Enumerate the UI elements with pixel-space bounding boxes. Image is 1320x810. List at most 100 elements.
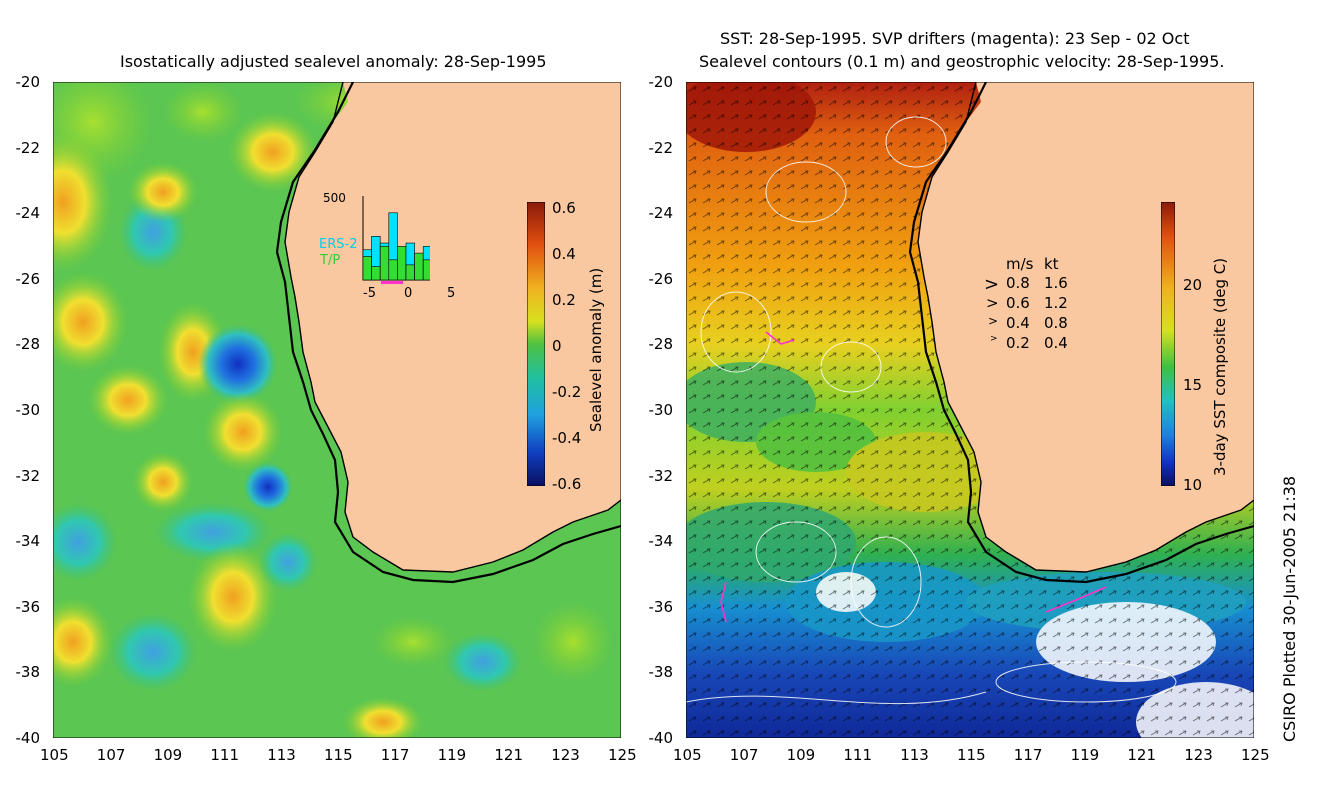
y-tick-minus20: -20 <box>648 73 674 91</box>
velocity-legend-arrow-icon: > <box>984 274 1000 295</box>
colorbar-tick-15: 15 <box>1183 376 1203 394</box>
y-tick-minus20: -20 <box>15 73 41 91</box>
y-tick-minus40: -40 <box>15 729 41 747</box>
sst-colorbar <box>1161 202 1175 486</box>
inset-legend-tp: T/P <box>320 253 341 268</box>
x-tick-113: 113 <box>900 746 929 764</box>
y-tick-minus26: -26 <box>15 269 41 288</box>
x-tick-123: 123 <box>1184 746 1213 764</box>
velocity-legend-arrow-icon: > <box>986 294 999 312</box>
colorbar-tick-0p6: 0.6 <box>552 199 576 217</box>
inset-xtick-5: 5 <box>447 286 456 301</box>
y-tick-minus40: -40 <box>648 729 674 747</box>
velocity-legend-kt-value: 0.8 <box>1044 314 1068 332</box>
y-tick-minus28: -28 <box>15 335 41 354</box>
velocity-legend-header-ms: m/s <box>1006 255 1034 273</box>
colorbar-tick-0p4: 0.4 <box>552 245 576 263</box>
x-tick-119: 119 <box>1070 746 1100 764</box>
inset-bar-tp <box>388 259 398 281</box>
x-tick-105: 105 <box>40 746 69 764</box>
colorbar-tick-20: 20 <box>1183 276 1203 294</box>
inset-legend-ers2: ERS-2 <box>319 237 358 252</box>
x-tick-115: 115 <box>324 746 353 764</box>
y-tick-minus38: -38 <box>15 663 41 682</box>
inset-xtick-minus5: -5 <box>363 286 376 301</box>
coastline <box>284 82 621 573</box>
y-tick-minus28: -28 <box>648 335 674 354</box>
y-tick-minus26: -26 <box>648 269 674 288</box>
y-tick-minus34: -34 <box>15 532 41 551</box>
inset-bar-tp <box>379 246 390 281</box>
velocity-legend-header-kt: kt <box>1044 255 1059 273</box>
x-tick-125: 125 <box>1241 746 1270 764</box>
velocity-legend-ms-value: 0.6 <box>1006 294 1030 312</box>
right-panel-title-line2: Sealevel contours (0.1 m) and geostrophi… <box>699 52 1225 71</box>
x-tick-119: 119 <box>437 746 467 764</box>
y-tick-minus32: -32 <box>15 466 41 485</box>
inset-date-marker <box>381 281 403 284</box>
left-panel-title: Isostatically adjusted sealevel anomaly:… <box>120 52 547 71</box>
sst-colorbar-label: 3-day SST composite (deg C) <box>1211 257 1229 476</box>
sst-map <box>686 82 1254 738</box>
x-tick-111: 111 <box>843 746 873 764</box>
inset-xtick-0: 0 <box>404 286 413 301</box>
velocity-legend-arrow-icon: > <box>988 314 999 328</box>
inset-bar-tp <box>414 252 424 281</box>
colorbar-tick-minus0p2: -0.2 <box>552 383 582 401</box>
velocity-legend-ms-value: 0.4 <box>1006 314 1030 332</box>
x-tick-107: 107 <box>729 746 759 764</box>
y-tick-minus22: -22 <box>15 138 41 157</box>
x-tick-121: 121 <box>494 746 524 764</box>
shelf-contour <box>275 82 621 584</box>
inset-bar-tp <box>405 264 415 281</box>
y-tick-minus30: -30 <box>15 401 41 419</box>
y-tick-minus22: -22 <box>648 138 674 157</box>
x-tick-105: 105 <box>673 746 702 764</box>
colorbar-tick-10: 10 <box>1183 476 1203 494</box>
sealevel-colorbar-label: Sealevel anomaly (m) <box>587 267 605 432</box>
y-tick-minus36: -36 <box>15 597 41 616</box>
y-tick-minus38: -38 <box>648 663 674 682</box>
x-tick-117: 117 <box>380 746 410 764</box>
velocity-legend-kt-value: 0.4 <box>1044 334 1068 352</box>
velocity-legend-kt-value: 1.2 <box>1044 294 1068 312</box>
colorbar-tick-minus0p4: -0.4 <box>552 429 582 447</box>
inset-bar-tp <box>422 259 430 281</box>
x-tick-125: 125 <box>608 746 637 764</box>
y-tick-minus24: -24 <box>648 204 674 223</box>
altimeter-histogram-inset <box>362 196 430 284</box>
colorbar-tick-0: 0 <box>552 337 562 355</box>
colorbar-tick-0p2: 0.2 <box>552 291 576 309</box>
inset-bar-tp <box>371 266 381 281</box>
x-tick-117: 117 <box>1013 746 1043 764</box>
velocity-legend-ms-value: 0.2 <box>1006 334 1030 352</box>
y-tick-minus24: -24 <box>15 204 41 223</box>
x-tick-113: 113 <box>267 746 296 764</box>
x-tick-109: 109 <box>153 746 183 764</box>
x-tick-115: 115 <box>957 746 986 764</box>
inset-ymax-label: 500 <box>323 191 346 205</box>
coastline <box>917 82 1254 573</box>
x-tick-107: 107 <box>96 746 126 764</box>
sealevel-contours <box>686 116 1177 705</box>
right-panel-title-line1: SST: 28-Sep-1995. SVP drifters (magenta)… <box>720 29 1190 48</box>
x-tick-121: 121 <box>1127 746 1157 764</box>
drifter-tracks <box>720 331 1107 623</box>
velocity-legend-ms-value: 0.8 <box>1006 274 1030 292</box>
anomaly-features <box>53 82 613 738</box>
colorbar-tick-minus0p6: -0.6 <box>552 475 582 493</box>
plot-credit: CSIRO Plotted 30-Jun-2005 21:38 <box>1280 475 1299 742</box>
y-tick-minus36: -36 <box>648 597 674 616</box>
velocity-legend-arrow-icon: > <box>990 334 998 344</box>
x-tick-123: 123 <box>551 746 580 764</box>
x-tick-109: 109 <box>786 746 816 764</box>
inset-bar-tp <box>397 246 407 281</box>
sealevel-colorbar <box>527 202 545 486</box>
inset-bar-tp <box>362 256 372 281</box>
x-tick-111: 111 <box>210 746 240 764</box>
y-tick-minus30: -30 <box>648 401 674 419</box>
velocity-legend-kt-value: 1.6 <box>1044 274 1068 292</box>
y-tick-minus32: -32 <box>648 466 674 485</box>
y-tick-minus34: -34 <box>648 532 674 551</box>
shelf-contour <box>908 82 1254 584</box>
